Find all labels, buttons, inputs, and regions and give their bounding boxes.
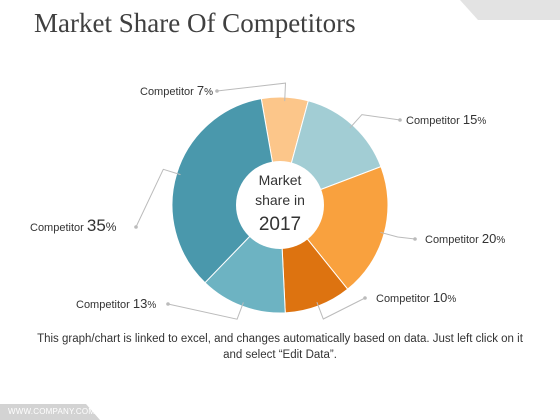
leader-line: [135, 168, 181, 228]
data-label: Competitor 13%: [76, 296, 156, 311]
leader-line: [380, 231, 416, 240]
data-label: Competitor 7%: [140, 83, 213, 98]
footer-url: WWW.COMPANY.COM: [8, 407, 96, 416]
leader-dot: [215, 89, 219, 93]
leader-dot: [398, 118, 402, 122]
center-label: 2017: [259, 214, 301, 235]
data-label: Competitor 20%: [425, 231, 505, 246]
data-label: Competitor 10%: [376, 290, 456, 305]
leader-dot: [134, 225, 138, 229]
corner-decoration-top-right: [460, 0, 560, 20]
data-label: Competitor 35%: [30, 216, 117, 235]
donut-hole: [236, 161, 324, 249]
leader-dot: [166, 302, 170, 306]
leader-line: [216, 82, 287, 102]
footer-band: [0, 404, 100, 420]
leader-line: [316, 297, 366, 320]
data-label: Competitor 15%: [406, 112, 486, 127]
leader-dot: [413, 237, 417, 241]
page-title: Market Share Of Competitors: [34, 8, 356, 38]
chart-caption: This graph/chart is linked to excel, and…: [37, 333, 523, 361]
leader-line: [167, 302, 244, 320]
center-label: Market: [259, 172, 302, 188]
center-label: share in: [255, 192, 305, 208]
leader-dot: [363, 296, 367, 300]
leader-line: [349, 114, 401, 129]
